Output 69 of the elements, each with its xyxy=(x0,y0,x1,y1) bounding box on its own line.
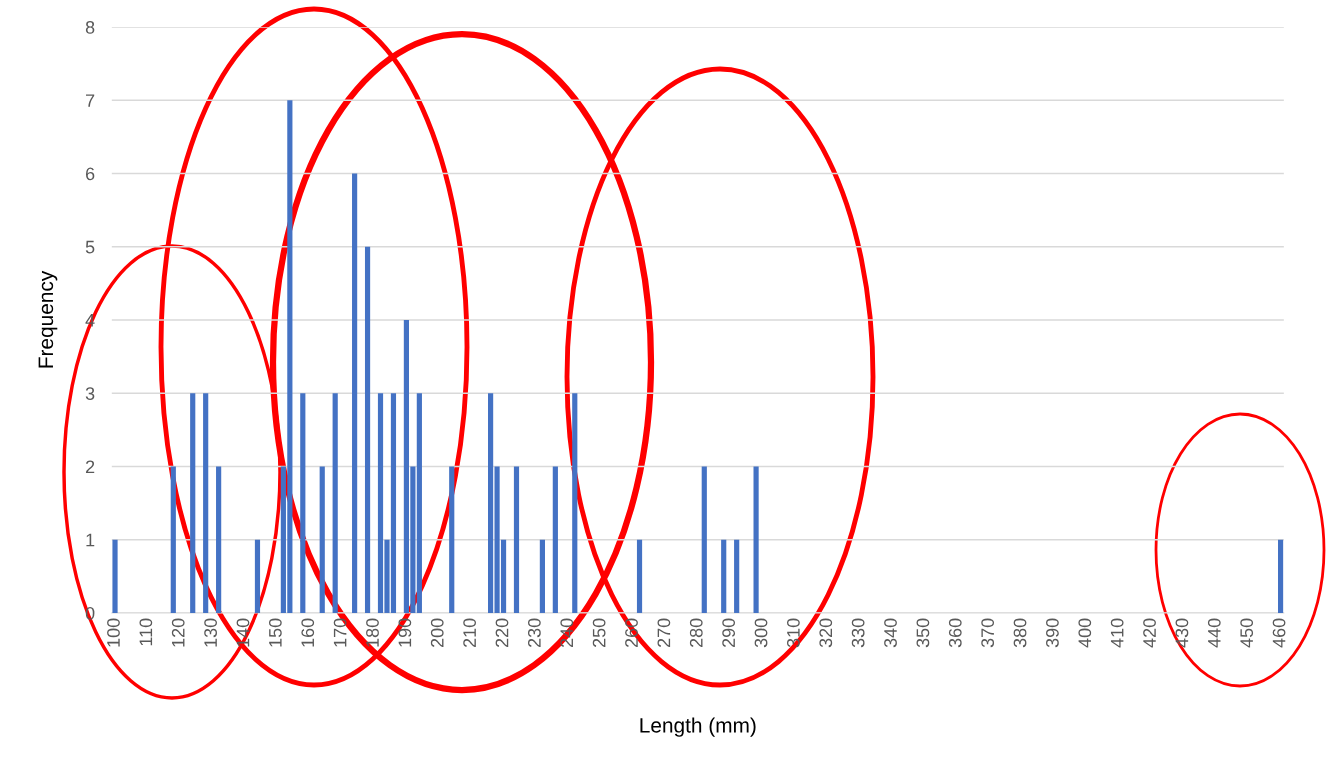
x-tick-label: 460 xyxy=(1272,618,1286,648)
x-tick-label: 450 xyxy=(1240,618,1254,648)
x-tick-label: 330 xyxy=(851,618,865,648)
x-axis-title: Length (mm) xyxy=(640,717,756,737)
bar xyxy=(352,173,358,613)
x-tick-label: 410 xyxy=(1110,618,1124,648)
x-tick-label: 350 xyxy=(916,618,930,648)
x-tick-label: 200 xyxy=(430,618,444,648)
x-tick-label: 320 xyxy=(819,618,833,648)
bar xyxy=(332,393,338,613)
x-tick-label: 400 xyxy=(1078,618,1092,648)
x-tick-label: 170 xyxy=(333,618,347,647)
x-tick-label: 390 xyxy=(1046,618,1059,648)
bar xyxy=(216,466,222,613)
bar xyxy=(636,539,643,613)
bar xyxy=(170,466,176,613)
x-tick-label: 270 xyxy=(657,618,671,648)
bar xyxy=(112,539,118,613)
x-tick-label: 230 xyxy=(527,618,541,648)
bar xyxy=(190,393,196,613)
y-tick-label: 1 xyxy=(86,533,95,547)
x-tick-label: 430 xyxy=(1175,618,1189,648)
bar xyxy=(254,539,261,613)
x-tick-label: 220 xyxy=(495,618,509,648)
y-tick-label: 7 xyxy=(86,94,95,107)
x-tick-label: 160 xyxy=(301,618,315,647)
x-tick-label: 310 xyxy=(787,618,800,648)
bar xyxy=(1278,539,1284,613)
bar xyxy=(449,466,455,613)
x-tick-label: 140 xyxy=(236,618,250,647)
x-tick-label: 180 xyxy=(366,618,379,647)
x-tick-label: 380 xyxy=(1013,618,1027,648)
y-tick-label: 5 xyxy=(85,240,95,254)
x-tick-label: 370 xyxy=(981,618,995,648)
x-tick-label: 440 xyxy=(1207,618,1221,648)
bar xyxy=(753,466,759,613)
x-tick-label: 210 xyxy=(463,618,477,648)
x-tick-label: 120 xyxy=(171,618,185,647)
bar xyxy=(701,466,707,613)
bar xyxy=(513,466,520,613)
x-tick-label: 280 xyxy=(689,618,703,648)
x-tick-label: 130 xyxy=(204,618,217,647)
x-tick-label: 110 xyxy=(139,618,153,646)
x-tick-label: 190 xyxy=(398,618,412,647)
bar xyxy=(572,393,578,613)
x-tick-label: 150 xyxy=(268,618,282,647)
bar xyxy=(203,393,209,613)
bar xyxy=(300,393,306,613)
x-tick-label: 290 xyxy=(722,618,736,648)
x-tick-label: 360 xyxy=(948,618,962,648)
y-tick-label: 8 xyxy=(85,20,95,34)
y-tick-label: 6 xyxy=(85,167,95,181)
bar xyxy=(539,539,545,613)
x-tick-label: 260 xyxy=(625,618,638,648)
y-tick-label: 2 xyxy=(85,460,95,474)
y-tick-label: 3 xyxy=(85,387,95,400)
bar xyxy=(416,393,422,613)
bar xyxy=(364,246,371,613)
bar xyxy=(552,466,558,613)
x-tick-label: 300 xyxy=(754,618,768,648)
x-tick-label: 250 xyxy=(592,618,606,648)
bar xyxy=(734,539,740,613)
bar xyxy=(721,539,727,613)
y-axis-title: Frequency xyxy=(38,270,58,368)
x-tick-label: 100 xyxy=(107,618,120,647)
x-tick-label: 340 xyxy=(884,618,897,648)
x-tick-label: 420 xyxy=(1143,618,1156,648)
x-tick-label: 240 xyxy=(560,618,574,648)
bar xyxy=(319,466,325,613)
